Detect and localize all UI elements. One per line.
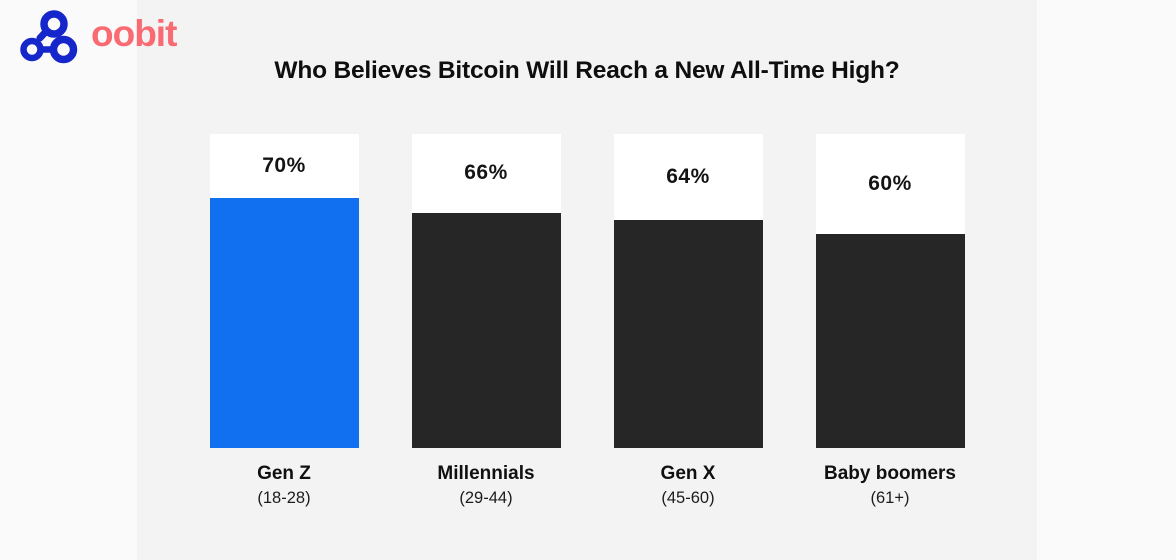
category-label: Millennials [437, 463, 535, 484]
bar-value-zone: 60% [816, 134, 965, 234]
bar-track: 60% [815, 134, 965, 448]
bar-column-gen-z: 70% Gen Z (18-28) [209, 134, 359, 508]
bar-value-zone: 70% [210, 134, 359, 198]
bar-value-zone: 66% [412, 134, 561, 213]
category-range-label: (18-28) [257, 489, 311, 507]
bar-fill [209, 198, 359, 448]
bar-track: 66% [411, 134, 561, 448]
bar-column-gen-x: 64% Gen X (45-60) [613, 134, 763, 508]
bar-fill [411, 212, 561, 448]
bar-track: 70% [209, 134, 359, 448]
chart-title: Who Believes Bitcoin Will Reach a New Al… [274, 57, 900, 84]
bar-value-label: 66% [464, 161, 508, 185]
brand-logo: oobit [20, 9, 177, 64]
bar-value-label: 70% [262, 154, 306, 178]
bar-fill [613, 219, 763, 448]
category-label: Gen X [660, 463, 716, 484]
category-label: Baby boomers [824, 463, 956, 484]
bar-chart: 70% Gen Z (18-28) 66% Millennials (29-44… [137, 134, 1037, 508]
bar-column-baby-boomers: 60% Baby boomers (61+) [815, 134, 965, 508]
category-range-label: (61+) [870, 489, 910, 507]
category-range-label: (45-60) [661, 489, 715, 507]
oobit-logo-icon [20, 10, 78, 64]
bar-fill [815, 233, 965, 448]
oobit-wordmark: oobit [91, 13, 177, 54]
category-range-label: (29-44) [459, 489, 513, 507]
bar-value-zone: 64% [614, 134, 763, 220]
category-label: Gen Z [257, 463, 311, 484]
bar-column-millennials: 66% Millennials (29-44) [411, 134, 561, 508]
bar-value-label: 64% [666, 164, 710, 188]
bar-track: 64% [613, 134, 763, 448]
bar-value-label: 60% [868, 171, 912, 195]
